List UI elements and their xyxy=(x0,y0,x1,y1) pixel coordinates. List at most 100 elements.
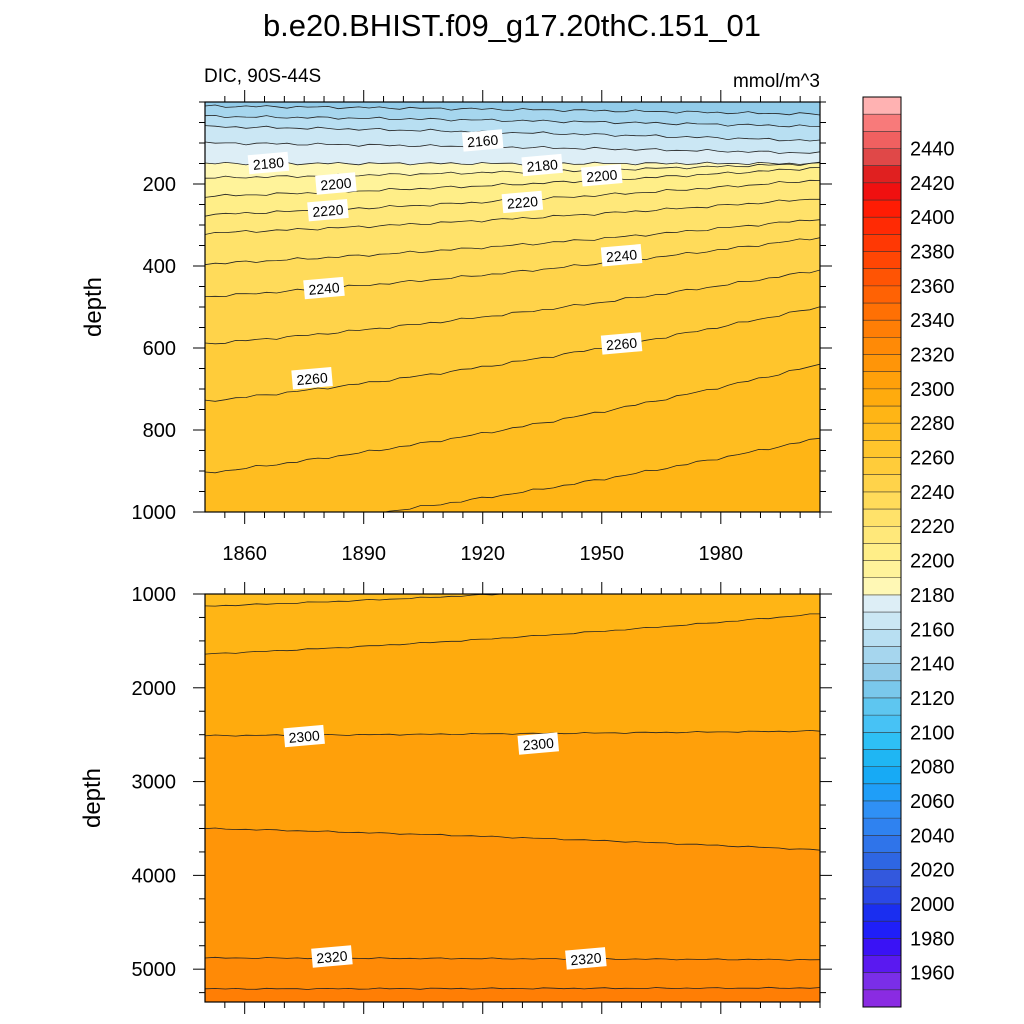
lower-ytick-label: 1000 xyxy=(132,584,177,606)
colorbar-label: 2320 xyxy=(910,345,955,367)
upper-contour-label-text: 2240 xyxy=(605,246,638,265)
lower-contour-label: 2320 xyxy=(565,947,607,970)
colorbar-swatch xyxy=(863,423,901,441)
upper-ytick-label: 200 xyxy=(143,174,176,196)
chart-title: b.e20.BHIST.f09_g17.20thC.151_01 xyxy=(263,8,761,43)
colorbar-swatch xyxy=(863,818,901,836)
lower-contour-2290 xyxy=(205,613,820,655)
lower-contour-label-text: 2320 xyxy=(316,948,349,967)
upper-contour-label: 2200 xyxy=(580,164,623,187)
colorbar-swatch xyxy=(863,285,901,304)
lower-contour-2330 xyxy=(205,986,820,990)
colorbar-label: 2100 xyxy=(910,722,955,744)
colorbar-swatch xyxy=(863,165,901,184)
colorbar-label: 2380 xyxy=(910,242,955,264)
colorbar-swatch xyxy=(863,715,901,733)
upper-contour-label-text: 2240 xyxy=(308,279,341,298)
colorbar-label: 2420 xyxy=(910,173,955,195)
lower-ytick-label: 4000 xyxy=(132,865,177,887)
colorbar-swatch xyxy=(863,697,901,716)
colorbar-swatch xyxy=(863,732,901,750)
colorbar-label: 2060 xyxy=(910,791,955,813)
colorbar-swatch xyxy=(863,474,901,493)
colorbar-label: 2000 xyxy=(910,894,955,916)
colorbar-swatch xyxy=(863,337,901,355)
colorbar-swatch xyxy=(863,131,901,149)
lower-contour-label-text: 2300 xyxy=(288,727,321,746)
colorbar-swatch xyxy=(863,560,901,579)
colorbar-swatch xyxy=(863,251,901,270)
colorbar-swatch xyxy=(863,972,901,991)
colorbar-swatch xyxy=(863,577,901,596)
colorbar-label: 2080 xyxy=(910,757,955,779)
colorbar-swatch xyxy=(863,457,901,476)
upper-contour-label-text: 2260 xyxy=(296,369,329,388)
lower-contour-label-text: 2320 xyxy=(570,950,603,969)
colorbar-label: 1960 xyxy=(910,963,955,985)
colorbar-swatch xyxy=(863,303,901,321)
colorbar-swatch xyxy=(863,938,901,956)
colorbar-swatch xyxy=(863,852,901,871)
colorbar-swatch xyxy=(863,783,901,802)
colorbar-label: 2260 xyxy=(910,448,955,470)
upper-contour-label: 2180 xyxy=(521,153,563,177)
colorbar-label: 2220 xyxy=(910,516,955,538)
colorbar-swatch xyxy=(863,200,901,218)
upper-contour-label-text: 2220 xyxy=(506,193,539,212)
lower-contour-label-text: 2300 xyxy=(522,735,555,754)
lower-contour-2320 xyxy=(205,956,820,961)
variable-label: DIC, 90S-44S xyxy=(204,66,321,87)
upper-ytick-label: 1000 xyxy=(132,502,177,524)
colorbar-swatch xyxy=(863,646,901,665)
colorbar-label: 2400 xyxy=(910,207,955,229)
colorbar-swatch xyxy=(863,629,901,647)
upper-y-tick-labels: 200 400 600 800 1000 xyxy=(132,174,177,524)
colorbar-swatch xyxy=(863,440,901,458)
colorbar-swatch xyxy=(863,371,901,390)
colorbar-swatch xyxy=(863,835,901,853)
upper-contour-2200 xyxy=(205,167,820,198)
lower-contour-label: 2300 xyxy=(283,724,325,748)
upper-contour-2160 xyxy=(205,125,820,142)
upper-contour-label: 2160 xyxy=(461,129,504,152)
lower-contour-2310 xyxy=(205,827,820,851)
lower-panel: 2300 2300 2320 2320 xyxy=(193,582,832,1014)
upper-band-2280 xyxy=(385,438,820,512)
upper-contour-2180 xyxy=(205,161,820,166)
upper-contour-label: 2240 xyxy=(600,244,643,267)
upper-ytick-label: 600 xyxy=(143,338,176,360)
colorbar-swatch xyxy=(863,234,901,252)
colorbar-swatch xyxy=(863,766,901,785)
upper-ylabel: depth xyxy=(80,277,107,337)
upper-contour-label-text: 2200 xyxy=(320,175,353,194)
upper-contour-label: 2260 xyxy=(291,367,333,390)
colorbar-label: 2020 xyxy=(910,860,955,882)
lower-contour-label: 2320 xyxy=(311,945,353,968)
colorbar-swatch xyxy=(863,114,901,132)
colorbar-swatch xyxy=(863,594,901,613)
lower-contour-2280 xyxy=(205,594,513,607)
colorbar-label: 2120 xyxy=(910,688,955,710)
lower-ylabel: depth xyxy=(79,768,106,828)
colorbar-swatch xyxy=(863,148,901,167)
lower-ytick-label: 3000 xyxy=(132,772,177,794)
colorbar-label: 2160 xyxy=(910,619,955,641)
colorbar-swatch xyxy=(863,663,901,682)
colorbar-swatch xyxy=(863,680,901,699)
upper-contour-label-text: 2220 xyxy=(312,201,345,220)
colorbar-swatch xyxy=(863,526,901,544)
colorbar-label: 2300 xyxy=(910,379,955,401)
colorbar-label: 2360 xyxy=(910,276,955,298)
upper-contour-2140 xyxy=(205,104,820,116)
upper-contour-label-text: 2200 xyxy=(586,166,619,185)
colorbar-swatch xyxy=(863,320,901,338)
upper-contour-2170 xyxy=(205,141,820,154)
colorbar-swatch xyxy=(863,800,901,819)
xtick-label: 1890 xyxy=(341,543,386,565)
colorbar-swatch xyxy=(863,491,901,510)
lower-band-2330 xyxy=(205,987,820,1002)
x-tick-labels: 1860 1890 1920 1950 1980 xyxy=(222,543,743,565)
upper-contour-label: 2260 xyxy=(600,332,643,355)
upper-contour-2190 xyxy=(205,162,820,179)
